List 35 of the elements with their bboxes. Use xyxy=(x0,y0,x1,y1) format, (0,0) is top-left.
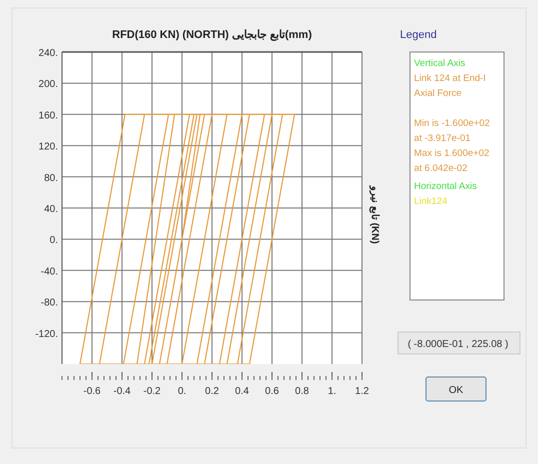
x-tick-label: 0.2 xyxy=(205,386,220,397)
text: Link124 xyxy=(414,196,448,207)
y-tick-label: -80. xyxy=(40,298,58,309)
text: Max is 1.600e+02 xyxy=(414,148,490,159)
y-axis-title: تابع نیرو (KN) xyxy=(369,185,380,244)
chart-title: RFD(160 KN) (NORTH) تابع جابجایی(mm) xyxy=(112,29,312,41)
x-tick-label: 0.8 xyxy=(295,386,310,397)
x-tick-label: 1.2 xyxy=(355,386,370,397)
text: Axial Force xyxy=(414,88,462,99)
x-tick-label: 0.4 xyxy=(235,386,250,397)
x-tick-label: 0. xyxy=(178,386,186,397)
y-tick-label: 200. xyxy=(38,79,58,90)
y-tick-label: 0. xyxy=(50,235,58,246)
x-tick-label: 1. xyxy=(328,386,336,397)
text: Horizontal Axis xyxy=(414,181,478,192)
y-tick-label: -40. xyxy=(40,266,58,278)
legend-title: Legend xyxy=(400,29,437,41)
y-tick-label: -120. xyxy=(35,328,58,340)
y-tick-label: 120. xyxy=(38,142,58,153)
text: at 6.042e-02 xyxy=(414,163,468,174)
x-tick-label: 0.6 xyxy=(265,386,280,397)
ok-button: OK xyxy=(426,376,486,402)
y-tick-label: 80. xyxy=(44,172,58,184)
text: Min is -1.600e+02 xyxy=(414,118,490,129)
y-tick-label: 160. xyxy=(38,110,58,122)
y-tick-label: 240. xyxy=(38,48,58,59)
x-tick-label: -0.2 xyxy=(143,386,162,397)
x-tick-label: -0.6 xyxy=(83,386,102,397)
text: Vertical Axis xyxy=(414,58,466,69)
text: Link 124 at End-I xyxy=(414,73,486,84)
line-series xyxy=(79,114,296,364)
coordinate-field: ( -8.000E-01 , 225.08 ) xyxy=(398,332,520,354)
y-tick-label: 40. xyxy=(44,204,58,215)
text: at -3.917e-01 xyxy=(414,133,471,144)
x-tick-label: -0.4 xyxy=(113,386,132,397)
